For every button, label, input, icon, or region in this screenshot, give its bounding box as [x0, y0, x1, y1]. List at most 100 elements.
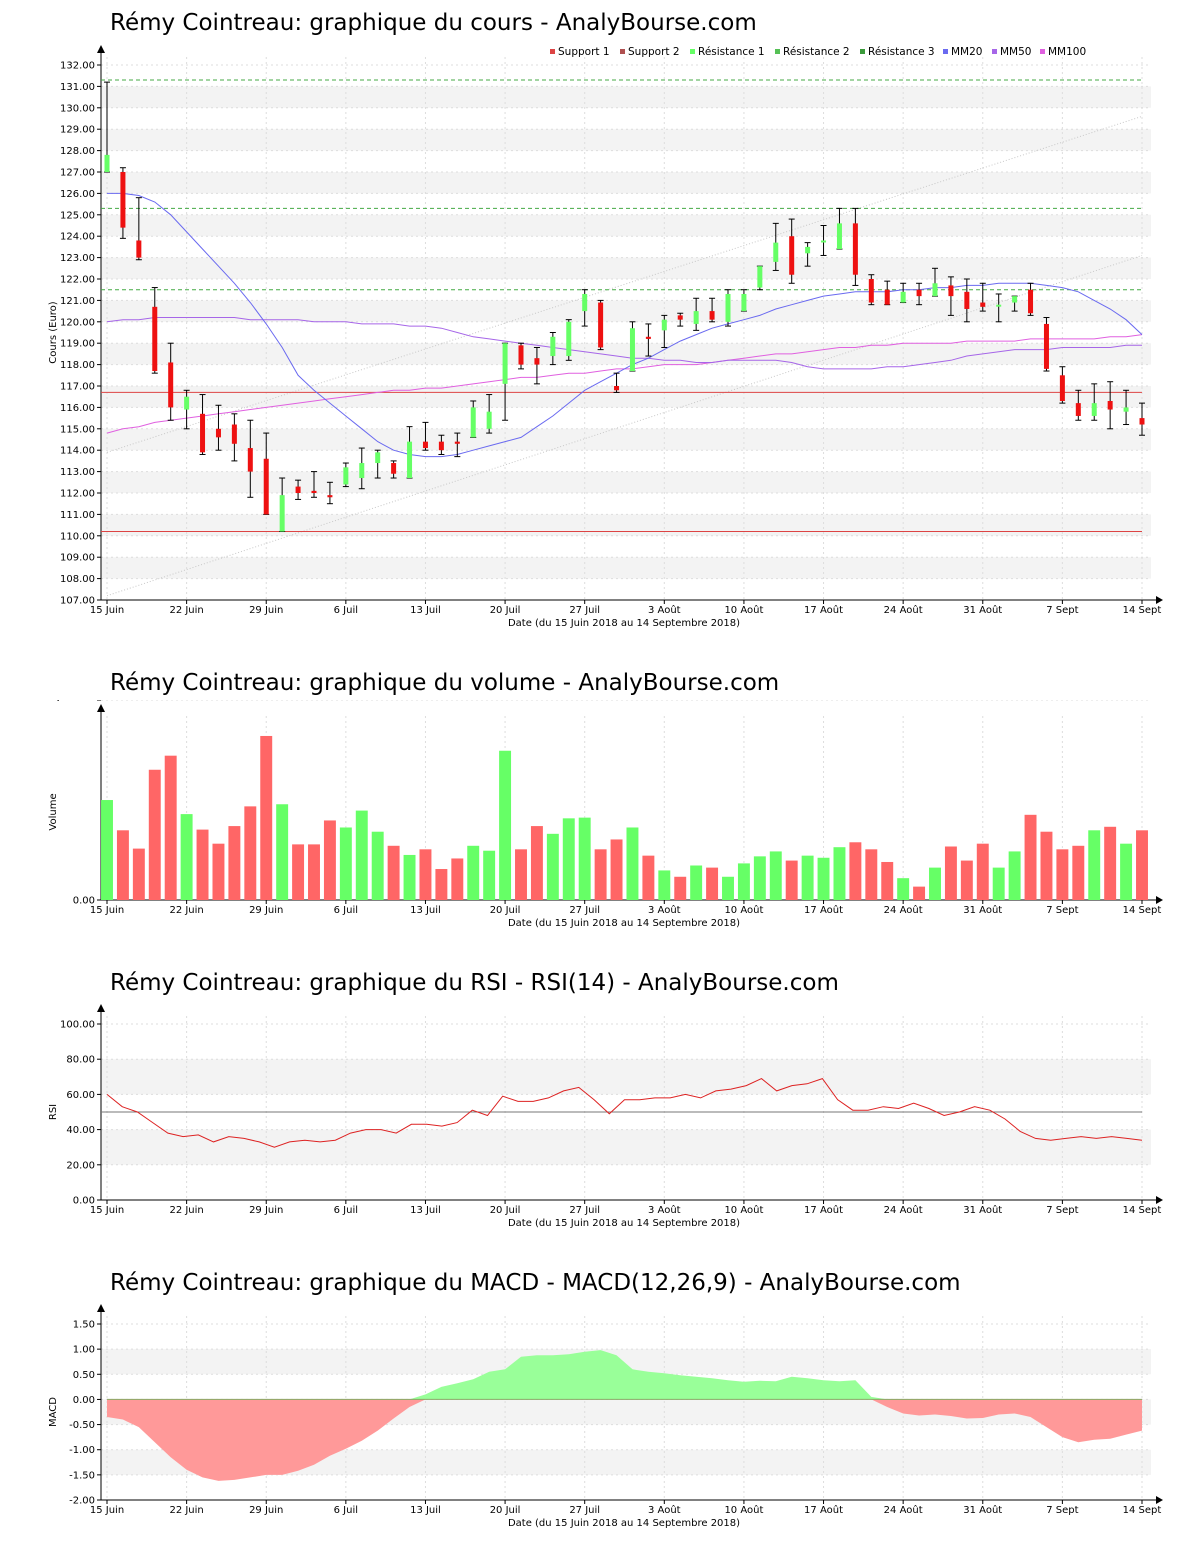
candle-body [231, 424, 237, 444]
candle-body [215, 428, 221, 438]
candle [518, 342, 524, 370]
macd-xtick-label: 13 Juil [410, 1505, 441, 1516]
macd-ytick-label: -1.00 [69, 1445, 95, 1456]
candle [629, 321, 636, 372]
rsi-xtick-label: 31 Août [963, 1204, 1002, 1216]
rsi-xtick-label: 14 Sept [1123, 1205, 1162, 1216]
candle [1059, 366, 1066, 404]
rsi-xtick-label: 6 Juil [334, 1205, 358, 1216]
candle [263, 432, 270, 515]
candle-body [805, 246, 811, 254]
volume-bar [371, 831, 384, 900]
candle-body [614, 386, 620, 391]
candle-body [327, 495, 333, 498]
candle [486, 394, 493, 434]
volume-bar [148, 769, 161, 900]
price-ytick-label: 130.00 [60, 103, 95, 114]
macd-xtick-label: 14 Sept [1123, 1505, 1162, 1516]
volume-bar [1120, 843, 1133, 900]
macd-xtick-label: 20 Juil [490, 1505, 521, 1516]
volume-bar [1056, 849, 1069, 900]
volume-bar [610, 839, 623, 900]
rsi-ytick-label: 80.00 [66, 1055, 95, 1066]
volume-xtick-label: 22 Juin [169, 905, 203, 916]
price-ytick-label: 109.00 [60, 553, 95, 564]
price-ytick-label: 121.00 [60, 296, 95, 307]
volume-bar [690, 865, 703, 900]
volume-ytick-label: 200,000.00 [38, 700, 95, 703]
rsi-xtick-label: 13 Juil [410, 1205, 441, 1216]
price-y-label: Cours (Euro) [48, 301, 59, 364]
volume-bar [785, 860, 798, 900]
candle [979, 282, 986, 312]
volume-bar [260, 735, 273, 900]
candle-body [470, 407, 476, 438]
price-ytick-label: 129.00 [60, 125, 95, 136]
volume-x-label: Date (du 15 Juin 2018 au 14 Septembre 20… [508, 918, 740, 929]
volume-bar [483, 850, 496, 900]
candle [390, 460, 397, 479]
candle [613, 372, 620, 393]
rsi-xtick-label: 15 Juin [90, 1205, 124, 1216]
rsi-ytick-label: 20.00 [66, 1160, 95, 1171]
legend-item: MM50 [992, 46, 1031, 58]
candle [199, 394, 206, 455]
volume-bar [753, 856, 766, 900]
volume-ytick-label: 50,000.00 [44, 700, 95, 703]
rsi-xtick-label: 17 Août [804, 1204, 843, 1216]
price-ytick-label: 124.00 [60, 232, 95, 243]
candle-body [120, 172, 126, 228]
volume-bar [706, 867, 719, 900]
candle [693, 297, 700, 331]
volume-bar [992, 867, 1005, 900]
price-panel: Rémy Cointreau: graphique du cours - Ana… [0, 0, 1200, 640]
rsi-ytick-label: 60.00 [66, 1090, 95, 1101]
price-ytick-label: 116.00 [60, 403, 95, 414]
candle [1139, 402, 1145, 436]
macd-xtick-label: 22 Juin [169, 1505, 203, 1516]
macd-xtick-label: 24 Août [884, 1504, 923, 1516]
legend-item: Résistance 1 [690, 46, 765, 58]
macd-ytick-label: -1.50 [69, 1470, 95, 1481]
candle-body [916, 289, 922, 297]
volume-bar [499, 750, 512, 900]
rsi-x-label: Date (du 15 Juin 2018 au 14 Septembre 20… [508, 1218, 740, 1229]
legend-swatch [860, 49, 865, 54]
price-xtick-label: 10 Août [724, 604, 763, 616]
volume-bar [1088, 830, 1101, 900]
price-x-label: Date (du 15 Juin 2018 au 14 Septembre 20… [508, 618, 740, 629]
candle [135, 197, 142, 261]
channel-upper-line [106, 115, 1143, 453]
volume-xtick-label: 10 Août [724, 904, 763, 916]
rsi-band [101, 1059, 1151, 1095]
candle-body [375, 452, 381, 464]
macd-y-label: MACD [48, 1397, 59, 1427]
candle-body [789, 236, 795, 275]
price-xtick-label: 7 Sept [1046, 605, 1078, 616]
candle-body [741, 293, 747, 312]
candle [1043, 317, 1050, 372]
candle-body [868, 279, 874, 303]
candle [502, 342, 509, 421]
price-xtick-label: 6 Juil [334, 605, 358, 616]
legend-item: Support 2 [620, 46, 680, 58]
candle [183, 389, 190, 430]
price-ytick-label: 118.00 [60, 360, 95, 371]
price-ytick-label: 110.00 [60, 531, 95, 542]
candle-body [852, 223, 858, 275]
candle [963, 278, 970, 323]
rsi-ytick-label: 0.00 [73, 1196, 95, 1207]
candle [995, 293, 1002, 323]
volume-bar [913, 886, 926, 900]
candle [740, 289, 747, 312]
price-band [101, 129, 1151, 151]
volume-xtick-label: 14 Sept [1123, 905, 1162, 916]
candle [1123, 389, 1130, 426]
mm20-line [107, 192, 1143, 458]
candle [836, 207, 843, 250]
candle-body [836, 223, 842, 250]
legend-swatch [1040, 49, 1045, 54]
rsi-chart-title: Rémy Cointreau: graphique du RSI - RSI(1… [110, 970, 839, 996]
volume-bar [292, 844, 305, 900]
candle [852, 207, 859, 286]
